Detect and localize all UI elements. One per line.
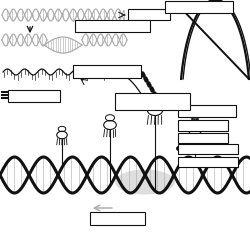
- FancyBboxPatch shape: [178, 105, 236, 117]
- FancyBboxPatch shape: [178, 120, 228, 131]
- FancyBboxPatch shape: [165, 1, 233, 13]
- FancyBboxPatch shape: [178, 157, 238, 167]
- FancyBboxPatch shape: [90, 212, 145, 225]
- FancyBboxPatch shape: [178, 133, 228, 143]
- Ellipse shape: [115, 170, 175, 194]
- FancyBboxPatch shape: [115, 93, 190, 110]
- FancyBboxPatch shape: [73, 65, 141, 78]
- FancyBboxPatch shape: [8, 90, 60, 102]
- FancyBboxPatch shape: [178, 144, 238, 154]
- FancyBboxPatch shape: [75, 20, 150, 32]
- FancyBboxPatch shape: [128, 9, 170, 20]
